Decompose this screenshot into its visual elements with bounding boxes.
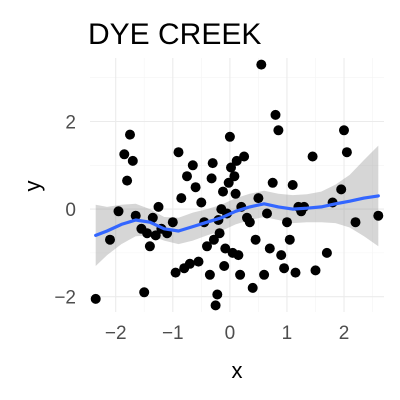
data-point <box>187 160 198 171</box>
data-point <box>336 184 347 195</box>
data-point <box>90 293 101 304</box>
data-point <box>282 217 292 228</box>
data-point <box>130 210 141 221</box>
data-point <box>267 177 278 188</box>
points-layer <box>90 59 384 311</box>
data-point <box>139 287 150 298</box>
data-point <box>339 125 349 136</box>
data-point <box>279 263 290 274</box>
data-point <box>270 109 281 120</box>
data-point <box>170 267 181 278</box>
data-point <box>226 162 236 173</box>
data-point <box>122 175 133 186</box>
data-point <box>244 217 255 228</box>
data-point <box>235 269 246 280</box>
data-point <box>287 180 298 190</box>
x-tick-labels: −2 −1 0 1 2 <box>105 323 349 344</box>
data-point <box>196 197 207 208</box>
data-point <box>193 256 204 267</box>
data-point <box>290 267 301 278</box>
x-axis-title: x <box>232 358 243 383</box>
data-point <box>220 243 231 254</box>
y-tick-label: 0 <box>65 200 76 221</box>
y-axis-title: y <box>20 181 45 192</box>
data-point <box>125 129 135 140</box>
data-point <box>321 247 332 258</box>
data-point <box>142 228 153 239</box>
data-point <box>224 131 235 142</box>
data-point <box>284 234 295 245</box>
data-point <box>153 201 164 212</box>
data-point <box>144 241 155 252</box>
data-point <box>276 250 287 261</box>
data-point <box>262 208 272 219</box>
data-point <box>176 193 187 204</box>
data-point <box>218 186 228 197</box>
data-point <box>264 243 275 254</box>
data-point <box>207 158 218 169</box>
smooth-line <box>94 194 380 237</box>
data-point <box>239 151 250 162</box>
data-point <box>206 173 217 184</box>
chart-title: DYE CREEK <box>88 18 261 51</box>
data-point <box>253 193 264 204</box>
data-point <box>256 59 267 70</box>
data-point <box>150 230 161 241</box>
data-point <box>259 269 270 280</box>
data-point <box>147 212 158 223</box>
data-point <box>182 171 192 182</box>
data-point <box>190 182 201 193</box>
data-point <box>233 250 244 261</box>
y-tick-labels: −2 0 2 <box>54 113 76 309</box>
data-point <box>250 234 261 245</box>
data-point <box>210 300 221 311</box>
x-tick-label: 1 <box>282 323 293 344</box>
data-point <box>208 234 219 245</box>
data-point <box>204 269 215 280</box>
data-point <box>202 241 212 252</box>
x-tick-label: 0 <box>225 323 236 344</box>
x-tick-label: 2 <box>339 323 350 344</box>
data-point <box>212 289 223 300</box>
smooth-line-layer <box>94 194 380 237</box>
data-point <box>231 155 242 166</box>
data-point <box>307 151 318 162</box>
data-point <box>273 125 284 136</box>
x-tick-label: −1 <box>162 323 184 344</box>
data-point <box>119 149 130 160</box>
data-point <box>219 261 230 271</box>
data-point <box>127 155 138 166</box>
y-tick-label: −2 <box>54 288 76 309</box>
data-point <box>223 177 234 188</box>
data-point <box>230 188 241 199</box>
data-point <box>184 258 195 269</box>
y-tick-label: 2 <box>65 113 76 134</box>
data-point <box>214 228 225 239</box>
data-point <box>173 147 184 158</box>
data-point <box>310 265 321 276</box>
data-point <box>167 217 178 228</box>
data-point <box>373 210 384 221</box>
data-point <box>105 234 115 245</box>
x-tick-label: −2 <box>105 323 127 344</box>
data-point <box>113 206 124 217</box>
data-point <box>247 282 258 293</box>
data-point <box>350 217 361 228</box>
data-point <box>341 147 352 158</box>
data-point <box>229 171 240 182</box>
